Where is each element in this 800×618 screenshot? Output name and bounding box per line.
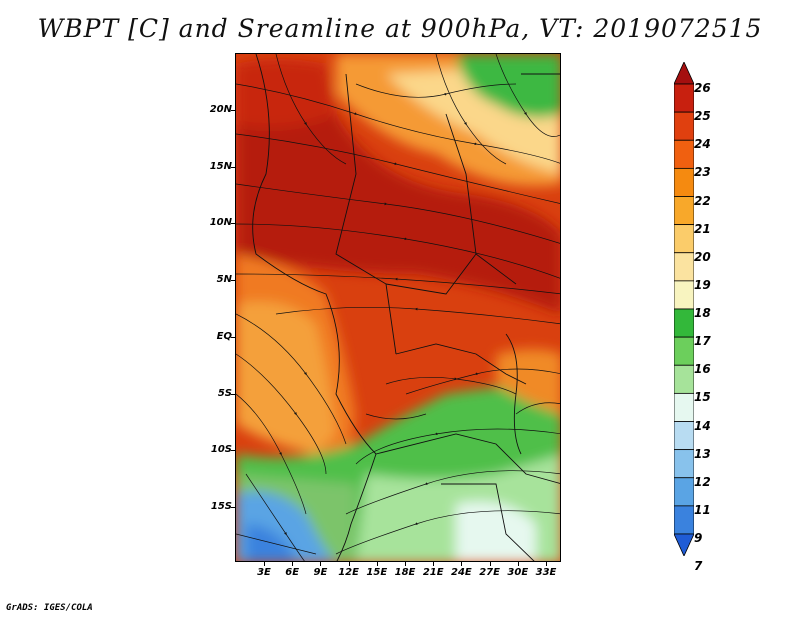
lon-label: 33E (535, 567, 557, 578)
lat-tick (231, 393, 235, 395)
colorbar-label: 13 (694, 446, 711, 461)
lon-label: 27E (479, 567, 500, 578)
lon-label: 21E (422, 567, 444, 578)
lon-tick (292, 562, 294, 566)
lon-label: 30E (507, 567, 529, 578)
lat-label: EQ (216, 330, 232, 342)
colorbar-label: 20 (694, 249, 711, 264)
field-east-orange (496, 349, 560, 414)
colorbar-label: 23 (694, 165, 711, 180)
colorbar-label: 25 (694, 109, 711, 124)
colorbar-label: 24 (694, 137, 711, 152)
colorbar-segment (674, 308, 694, 338)
lat-tick (231, 110, 235, 111)
lon-label: 12E (338, 567, 359, 578)
lon-tick (405, 562, 406, 566)
lat-label: 10S (210, 444, 232, 456)
lat-tick (231, 280, 235, 282)
lat-tick (231, 506, 235, 508)
chart-title: WBPT [C] and Sreamline at 900hPa, VT: 20… (37, 14, 763, 43)
lon-label: 15E (366, 567, 388, 578)
colorbar-label: 12 (694, 474, 711, 489)
colorbar-segment (674, 139, 694, 169)
lon-tick (433, 562, 435, 566)
lon-label: 6E (285, 567, 300, 578)
lat-label: 5S (217, 387, 232, 399)
map-field (236, 54, 560, 561)
field-west-light (236, 301, 336, 454)
colorbar-segment (674, 336, 694, 366)
lon-tick (517, 562, 519, 566)
colorbar-segment (674, 252, 694, 282)
colorbar-segment (674, 505, 694, 535)
colorbar-label: 21 (694, 221, 711, 236)
colorbar-segment (674, 449, 694, 479)
map-panel (235, 53, 561, 562)
lon-tick (489, 562, 491, 566)
colorbar-bottom-arrow (674, 533, 694, 556)
colorbar-label: 15 (694, 390, 711, 405)
colorbar-segment (674, 111, 694, 141)
lat-label: 15S (210, 500, 232, 512)
colorbar-label: 16 (694, 362, 711, 377)
lon-label: 9E (313, 567, 328, 578)
colorbar-label: 19 (694, 277, 711, 292)
colorbar-label: 17 (694, 334, 711, 349)
lon-label: 24E (451, 567, 472, 578)
field-ne-green (456, 54, 560, 118)
lat-label: 5N (216, 274, 232, 286)
lon-tick (546, 562, 547, 566)
colorbar-segment (674, 196, 694, 226)
field-red-core (236, 99, 560, 314)
lon-label: 3E (257, 567, 271, 578)
colorbar-segment (674, 392, 694, 422)
colorbar-label: 26 (694, 81, 711, 95)
lat-label: 20N (209, 104, 232, 115)
grads-credit: GrADS: IGES/COLA (6, 603, 93, 613)
colorbar-label: 7 (694, 559, 703, 573)
lat-tick (231, 166, 235, 168)
colorbar-segment (674, 224, 694, 254)
colorbar-label: 11 (694, 502, 711, 517)
colorbar-segment (674, 167, 694, 197)
colorbar-top-arrow (674, 62, 694, 85)
lon-tick (320, 562, 322, 566)
lon-label: 18E (394, 567, 416, 578)
colorbar-label: 22 (694, 193, 711, 208)
lat-tick (231, 450, 235, 452)
lat-tick (231, 336, 235, 338)
field-nw-red (236, 59, 336, 128)
colorbar-segment (674, 364, 694, 394)
field-south-pale (456, 501, 536, 561)
colorbar-label: 18 (694, 306, 711, 320)
streamlines (236, 54, 560, 561)
colorbar-label: 9 (694, 531, 703, 545)
lon-tick (264, 562, 265, 566)
colorbar-segment (674, 477, 694, 507)
lon-tick (348, 562, 350, 566)
lat-label: 10N (209, 217, 232, 229)
colorbar-segment (674, 421, 694, 451)
lat-label: 15N (209, 160, 232, 172)
colorbar-label: 14 (694, 418, 711, 433)
colorbar-segment (674, 83, 694, 113)
colorbar (674, 62, 694, 556)
lon-tick (461, 562, 463, 566)
colorbar-segment (674, 280, 694, 310)
lon-tick (376, 562, 378, 566)
lat-tick (231, 223, 235, 225)
